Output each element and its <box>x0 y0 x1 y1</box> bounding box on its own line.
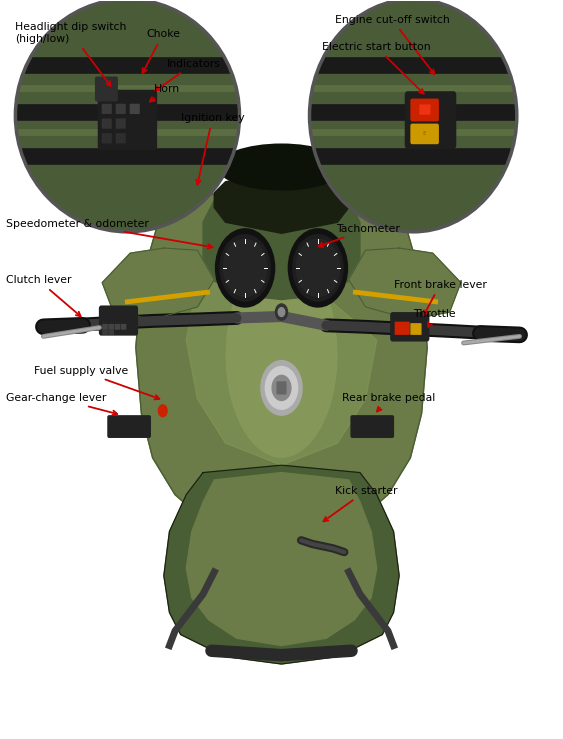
Ellipse shape <box>260 360 303 416</box>
Polygon shape <box>164 466 399 664</box>
FancyBboxPatch shape <box>350 415 394 438</box>
Ellipse shape <box>265 366 298 410</box>
FancyBboxPatch shape <box>129 103 140 114</box>
FancyBboxPatch shape <box>120 324 126 330</box>
Text: Fuel supply valve: Fuel supply valve <box>34 366 159 399</box>
Ellipse shape <box>275 303 288 321</box>
FancyBboxPatch shape <box>102 133 111 143</box>
Ellipse shape <box>217 143 346 191</box>
FancyBboxPatch shape <box>115 133 126 143</box>
FancyBboxPatch shape <box>102 118 111 129</box>
FancyBboxPatch shape <box>276 381 287 395</box>
Ellipse shape <box>15 0 239 232</box>
Text: Kick starter: Kick starter <box>324 486 397 521</box>
Text: Tachometer: Tachometer <box>319 224 400 247</box>
Text: Engine cut-off switch: Engine cut-off switch <box>335 15 449 74</box>
Polygon shape <box>186 237 377 466</box>
FancyBboxPatch shape <box>102 103 111 114</box>
FancyBboxPatch shape <box>98 89 157 150</box>
FancyBboxPatch shape <box>99 305 138 336</box>
Polygon shape <box>136 182 427 542</box>
FancyBboxPatch shape <box>410 323 422 335</box>
FancyBboxPatch shape <box>95 76 118 101</box>
Polygon shape <box>348 248 461 319</box>
FancyBboxPatch shape <box>102 324 108 330</box>
FancyBboxPatch shape <box>115 118 126 129</box>
Ellipse shape <box>310 0 517 232</box>
FancyBboxPatch shape <box>410 123 439 144</box>
Polygon shape <box>102 248 215 319</box>
Text: Clutch lever: Clutch lever <box>6 275 81 316</box>
FancyBboxPatch shape <box>390 312 430 341</box>
FancyBboxPatch shape <box>405 91 456 149</box>
FancyBboxPatch shape <box>115 103 126 114</box>
Text: Headlight dip switch
(high/low): Headlight dip switch (high/low) <box>15 22 127 86</box>
Polygon shape <box>203 182 360 299</box>
FancyBboxPatch shape <box>419 104 431 115</box>
FancyBboxPatch shape <box>114 324 120 330</box>
Text: Gear-change lever: Gear-change lever <box>6 393 117 415</box>
FancyBboxPatch shape <box>395 321 410 335</box>
Text: Indicators: Indicators <box>155 59 221 91</box>
Ellipse shape <box>288 228 348 307</box>
Ellipse shape <box>310 0 517 232</box>
Text: Throttle: Throttle <box>413 309 456 327</box>
FancyBboxPatch shape <box>410 98 439 121</box>
Text: Choke: Choke <box>142 30 180 73</box>
Text: Ignition key: Ignition key <box>181 113 244 185</box>
Ellipse shape <box>278 307 285 317</box>
Polygon shape <box>186 472 377 646</box>
FancyBboxPatch shape <box>108 415 151 438</box>
Polygon shape <box>215 171 348 234</box>
Ellipse shape <box>223 239 267 297</box>
Ellipse shape <box>158 404 168 418</box>
Ellipse shape <box>15 0 239 232</box>
Text: Horn: Horn <box>150 84 180 101</box>
FancyBboxPatch shape <box>109 324 114 330</box>
Text: Speedometer & odometer: Speedometer & odometer <box>6 219 212 248</box>
Ellipse shape <box>225 252 338 458</box>
Text: Electric start button: Electric start button <box>322 42 431 94</box>
FancyBboxPatch shape <box>102 329 108 335</box>
Ellipse shape <box>215 228 275 307</box>
Text: E: E <box>422 132 426 137</box>
Ellipse shape <box>296 239 340 297</box>
Ellipse shape <box>271 375 292 401</box>
Ellipse shape <box>220 234 271 302</box>
Text: Front brake lever: Front brake lever <box>394 279 486 316</box>
Ellipse shape <box>292 234 343 302</box>
FancyBboxPatch shape <box>109 329 114 335</box>
Text: Rear brake pedal: Rear brake pedal <box>342 393 435 412</box>
